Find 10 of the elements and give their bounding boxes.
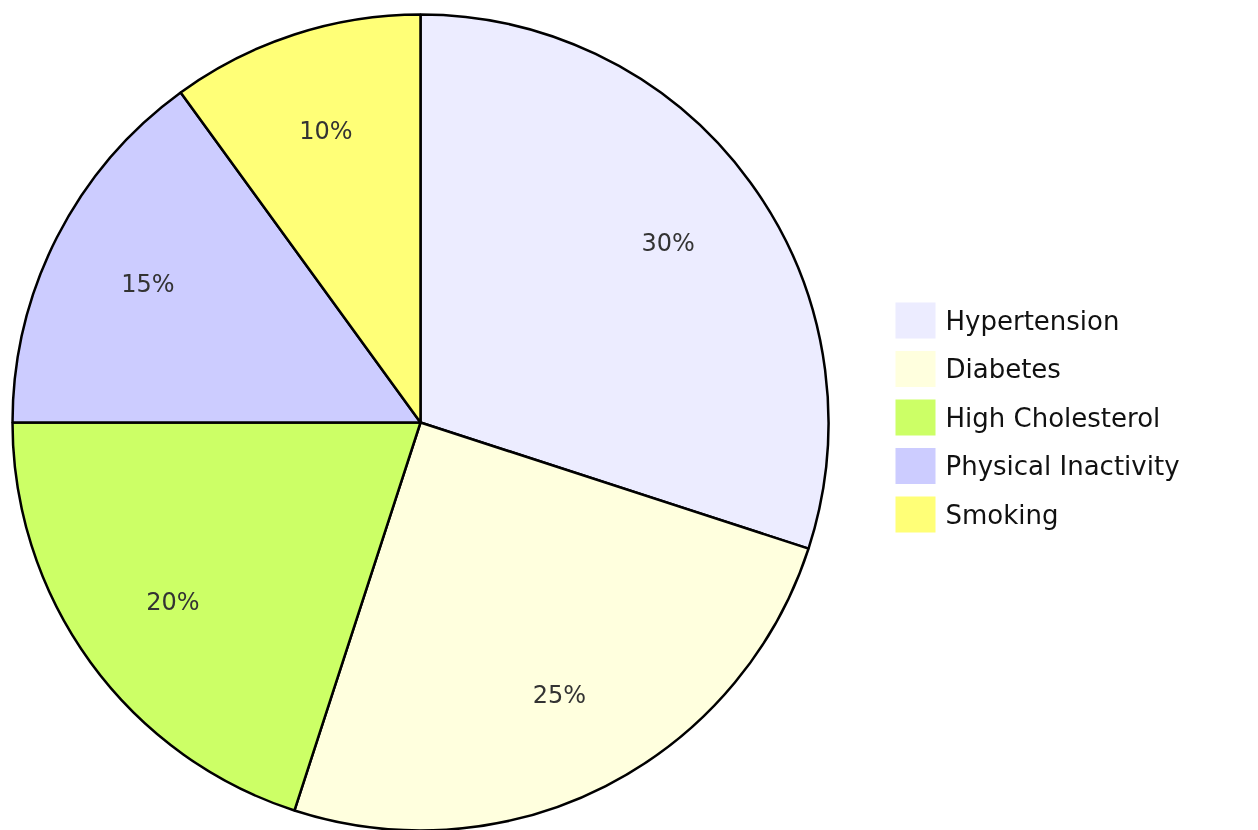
legend-label: Physical Inactivity bbox=[945, 451, 1180, 481]
data-label: 20% bbox=[146, 588, 200, 617]
data-label: 25% bbox=[532, 681, 587, 710]
legend-label: Hypertension bbox=[945, 305, 1120, 336]
data-label: 10% bbox=[299, 117, 353, 146]
legend-label: Diabetes bbox=[945, 354, 1061, 384]
data-label: 15% bbox=[121, 269, 175, 298]
data-label: 30% bbox=[641, 228, 695, 257]
legend-label: High Cholesterol bbox=[945, 402, 1161, 433]
legend-label: Smoking bbox=[945, 499, 1059, 530]
